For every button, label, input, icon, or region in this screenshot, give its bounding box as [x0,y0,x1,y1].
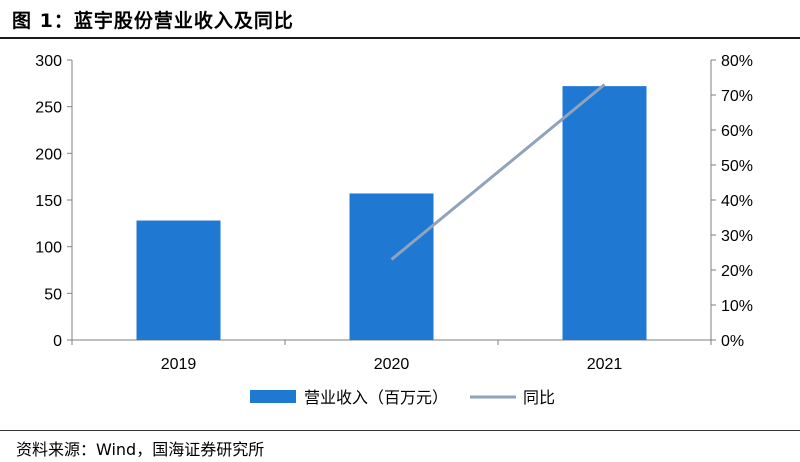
x-tick-label: 2021 [587,356,623,373]
legend-bar-swatch [250,390,296,403]
x-tick-label: 2020 [374,356,410,373]
left-tick-label: 0 [53,333,62,350]
right-tick-label: 80% [721,53,753,70]
left-tick-label: 100 [35,240,62,257]
combo-chart: 0 50 100 150 200 250 300 0% 10% 20% 30% 40% 50% 60% 70… [35,53,753,407]
source-divider [0,430,800,431]
left-tick-label: 150 [35,193,62,210]
left-tick-label: 200 [35,146,62,163]
left-tick-label: 50 [44,286,62,303]
right-tick-label: 0% [721,333,744,350]
legend-line-label: 同比 [523,389,555,407]
chart-title: 图 1：蓝宇股份营业收入及同比 [12,10,294,32]
right-tick-label: 40% [721,193,753,210]
revenue-bar-2020 [349,193,434,340]
left-tick-label: 300 [35,53,62,70]
legend-bar-label: 营业收入（百万元） [304,389,448,407]
revenue-bar-2019 [136,220,221,340]
right-tick-label: 70% [721,88,753,105]
right-tick-label: 60% [721,123,753,140]
left-tick-label: 250 [35,100,62,117]
right-tick-label: 30% [721,228,753,245]
x-tick-label: 2019 [161,356,197,373]
right-tick-label: 20% [721,263,753,280]
right-tick-label: 50% [721,158,753,175]
right-tick-label: 10% [721,298,753,315]
revenue-bar-2021 [562,86,647,340]
yoy-growth-line [390,83,606,261]
title-divider [0,37,800,39]
source-note: 资料来源：Wind，国海证券研究所 [16,440,265,459]
